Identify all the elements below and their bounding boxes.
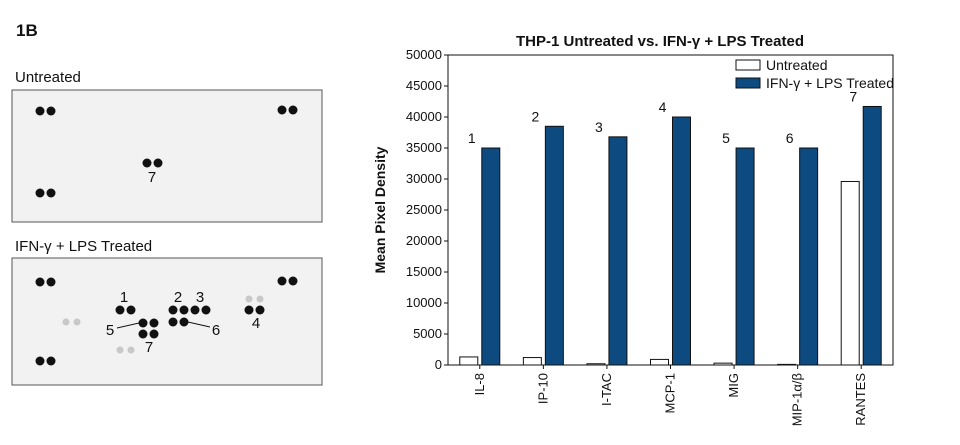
y-axis-label: Mean Pixel Density bbox=[372, 146, 388, 273]
x-tick-label: RANTES bbox=[853, 373, 868, 426]
x-tick-label: MCP-1 bbox=[663, 373, 678, 413]
bar bbox=[459, 356, 479, 366]
bar bbox=[799, 147, 819, 366]
y-tick-label: 45000 bbox=[406, 78, 442, 93]
bar bbox=[862, 105, 882, 366]
spot-label: 2 bbox=[174, 289, 182, 306]
bar bbox=[481, 147, 501, 366]
plot-frame bbox=[447, 54, 894, 366]
panel-title: Untreated bbox=[15, 69, 81, 86]
x-tick-label: MIP-1α/β bbox=[790, 373, 805, 426]
bar-annotation: 2 bbox=[531, 108, 539, 124]
bar-annotation: 6 bbox=[786, 130, 794, 146]
x-tick-label: IL-8 bbox=[472, 373, 487, 395]
bar bbox=[713, 362, 733, 366]
panel-title: IFN-γ + LPS Treated bbox=[15, 238, 152, 255]
spot-label: 4 bbox=[252, 315, 260, 332]
spot-label: 3 bbox=[196, 289, 204, 306]
bar bbox=[522, 357, 542, 366]
bar-annotation: 3 bbox=[595, 119, 603, 135]
blot bbox=[11, 257, 323, 386]
y-tick-label: 40000 bbox=[406, 109, 442, 124]
spot-label: 5 bbox=[106, 322, 114, 339]
blot bbox=[11, 89, 323, 223]
bar bbox=[608, 136, 628, 366]
bar bbox=[840, 180, 860, 366]
spots bbox=[35, 105, 298, 198]
y-tick-label: 35000 bbox=[406, 140, 442, 155]
legend-swatch bbox=[735, 77, 761, 89]
legend-label: Untreated bbox=[766, 57, 827, 73]
bar bbox=[777, 363, 797, 366]
y-tick-label: 10000 bbox=[406, 295, 442, 310]
bar-annotation: 7 bbox=[849, 88, 857, 104]
bar-annotation: 4 bbox=[659, 99, 667, 115]
y-tick-label: 50000 bbox=[406, 47, 442, 62]
legend-swatch bbox=[735, 59, 761, 71]
y-tick-label: 30000 bbox=[406, 171, 442, 186]
bar bbox=[586, 363, 606, 366]
bar bbox=[650, 358, 669, 366]
bar bbox=[672, 116, 691, 366]
y-tick-label: 0 bbox=[435, 357, 442, 372]
y-tick-label: 25000 bbox=[406, 202, 442, 217]
y-tick-label: 20000 bbox=[406, 233, 442, 248]
leader-lines bbox=[116, 321, 211, 329]
legend-label: IFN-γ + LPS Treated bbox=[766, 75, 894, 91]
bar-annotation: 5 bbox=[722, 130, 730, 146]
x-tick-label: MIG bbox=[726, 373, 741, 398]
x-tick-label: IP-10 bbox=[535, 373, 550, 404]
chart-title: THP-1 Untreated vs. IFN-γ + LPS Treated bbox=[516, 33, 804, 50]
spots bbox=[35, 276, 298, 366]
spot-label: 1 bbox=[120, 289, 128, 306]
y-tick-label: 5000 bbox=[413, 326, 442, 341]
bar-annotation: 1 bbox=[468, 130, 476, 146]
spot-label: 6 bbox=[212, 322, 220, 339]
y-tick-label: 15000 bbox=[406, 264, 442, 279]
spot-label: 7 bbox=[145, 339, 153, 356]
bar bbox=[544, 125, 564, 366]
spot-label: 7 bbox=[148, 169, 156, 186]
x-tick-label: I-TAC bbox=[599, 373, 614, 406]
bar bbox=[735, 147, 755, 366]
figure-label: 1B bbox=[16, 21, 38, 40]
